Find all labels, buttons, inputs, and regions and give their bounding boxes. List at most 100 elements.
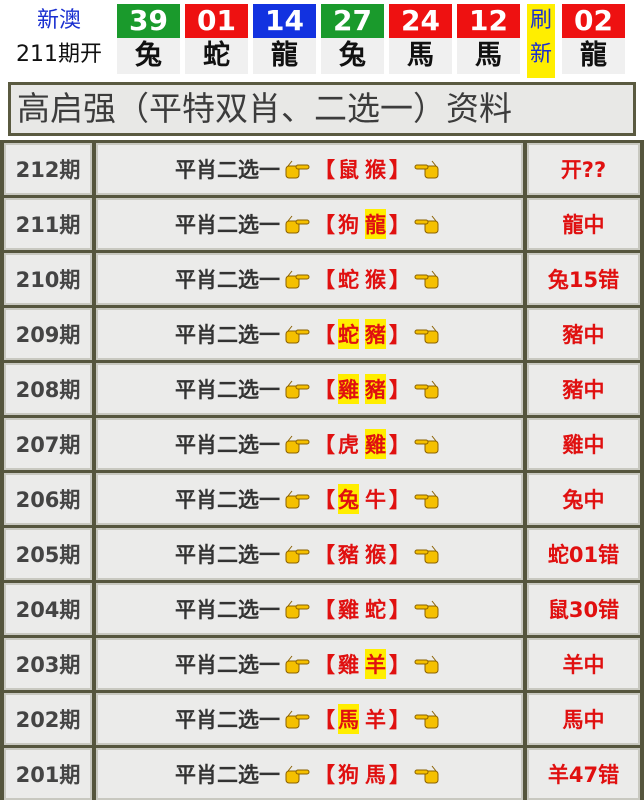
bracket: 】	[389, 653, 410, 677]
result-cell: 豬中	[527, 363, 640, 415]
ball: 02 龍	[562, 4, 625, 78]
hand-icon	[285, 380, 310, 399]
bracket: 【	[314, 213, 335, 237]
ball-zodiac: 龍	[562, 38, 625, 74]
hand-icon	[414, 655, 439, 674]
hand-icon	[414, 710, 439, 729]
table-row: 204期 平肖二选一 【雞蛇】 鼠30错	[4, 583, 640, 635]
zodiac-pick: 豬	[365, 374, 386, 404]
zodiac-pick: 猴	[365, 543, 386, 567]
zodiac-pick: 蛇	[338, 319, 359, 349]
zodiac-pick: 羊	[365, 649, 386, 679]
title: 高启强（平特双肖、二选一）资料	[8, 82, 636, 136]
result-cell: 羊47错	[527, 748, 640, 800]
zodiac-pick: 豬	[338, 543, 359, 567]
refresh-char[interactable]: 刷	[529, 8, 552, 33]
hand-icon	[285, 600, 310, 619]
bracket: 】	[389, 763, 410, 787]
result-cell: 龍中	[527, 198, 640, 250]
period-cell: 208期	[4, 363, 92, 415]
pick-cell: 平肖二选一 【虎雞】	[96, 418, 523, 470]
bracket: 】	[389, 488, 410, 512]
table-row: 211期 平肖二选一 【狗龍】 龍中	[4, 198, 640, 250]
pick-label: 平肖二选一	[175, 488, 280, 512]
hand-icon	[285, 270, 310, 289]
hand-icon	[285, 215, 310, 234]
pick-cell: 平肖二选一 【狗龍】	[96, 198, 523, 250]
hand-icon	[414, 435, 439, 454]
zodiac-pick: 狗	[338, 763, 359, 787]
bracket: 】	[389, 158, 410, 182]
region: 新澳	[36, 8, 81, 33]
hand-icon	[414, 325, 439, 344]
zodiac-pick: 蛇	[338, 268, 359, 292]
table-row: 209期 平肖二选一 【蛇豬】 豬中	[4, 308, 640, 360]
pick-cell: 平肖二选一 【雞豬】	[96, 363, 523, 415]
hand-icon	[414, 215, 439, 234]
pick-label: 平肖二选一	[175, 543, 280, 567]
zodiac-pick: 兔	[338, 484, 359, 514]
table-row: 205期 平肖二选一 【豬猴】 蛇01错	[4, 528, 640, 580]
pick-label: 平肖二选一	[175, 213, 280, 237]
bracket: 【	[314, 598, 335, 622]
zodiac-pick: 猴	[365, 158, 386, 182]
pick-cell: 平肖二选一 【蛇豬】	[96, 308, 523, 360]
table-row: 201期 平肖二选一 【狗馬】 羊47错	[4, 748, 640, 800]
pick-cell: 平肖二选一 【兔牛】	[96, 473, 523, 525]
bracket: 【	[314, 488, 335, 512]
period-cell: 212期	[4, 143, 92, 195]
pick-cell: 平肖二选一 【雞蛇】	[96, 583, 523, 635]
bracket: 【	[314, 763, 335, 787]
pick-label: 平肖二选一	[175, 268, 280, 292]
refresh-button[interactable]: 刷新	[527, 4, 555, 78]
table-row: 207期 平肖二选一 【虎雞】 雞中	[4, 418, 640, 470]
period-cell: 211期	[4, 198, 92, 250]
bracket: 【	[314, 323, 335, 347]
zodiac-pick: 猴	[365, 268, 386, 292]
hand-icon	[285, 710, 310, 729]
bracket: 【	[314, 378, 335, 402]
ball: 12 馬	[457, 4, 520, 78]
result-cell: 雞中	[527, 418, 640, 470]
hand-icon	[414, 380, 439, 399]
hand-icon	[414, 270, 439, 289]
pick-label: 平肖二选一	[175, 378, 280, 402]
zodiac-pick: 狗	[338, 213, 359, 237]
ball-zodiac: 龍	[253, 38, 316, 74]
pick-label: 平肖二选一	[175, 323, 280, 347]
bracket: 】	[389, 213, 410, 237]
bracket: 【	[314, 653, 335, 677]
ball-number: 02	[562, 4, 625, 38]
hand-icon	[414, 600, 439, 619]
ball-zodiac: 蛇	[185, 38, 248, 74]
bracket: 】	[389, 268, 410, 292]
hand-icon	[285, 490, 310, 509]
zodiac-pick: 雞	[365, 429, 386, 459]
zodiac-pick: 龍	[365, 209, 386, 239]
pick-cell: 平肖二选一 【鼠猴】	[96, 143, 523, 195]
table-row: 202期 平肖二选一 【馬羊】 馬中	[4, 693, 640, 745]
zodiac-pick: 羊	[365, 708, 386, 732]
zodiac-pick: 蛇	[365, 598, 386, 622]
bracket: 】	[389, 323, 410, 347]
pick-label: 平肖二选一	[175, 708, 280, 732]
result-cell: 馬中	[527, 693, 640, 745]
zodiac-pick: 鼠	[338, 158, 359, 182]
period-info: 新澳 211期开	[6, 4, 112, 78]
hand-icon	[414, 490, 439, 509]
pick-label: 平肖二选一	[175, 158, 280, 182]
period-cell: 203期	[4, 638, 92, 690]
period-cell: 204期	[4, 583, 92, 635]
table-row: 206期 平肖二选一 【兔牛】 兔中	[4, 473, 640, 525]
ball-number: 24	[389, 4, 452, 38]
result-cell: 兔中	[527, 473, 640, 525]
pick-cell: 平肖二选一 【馬羊】	[96, 693, 523, 745]
bracket: 】	[389, 708, 410, 732]
hand-icon	[414, 160, 439, 179]
refresh-char[interactable]: 新	[529, 42, 552, 67]
pick-label: 平肖二选一	[175, 598, 280, 622]
ball: 24 馬	[389, 4, 452, 78]
bracket: 】	[389, 433, 410, 457]
ball: 39 兔	[117, 4, 180, 78]
